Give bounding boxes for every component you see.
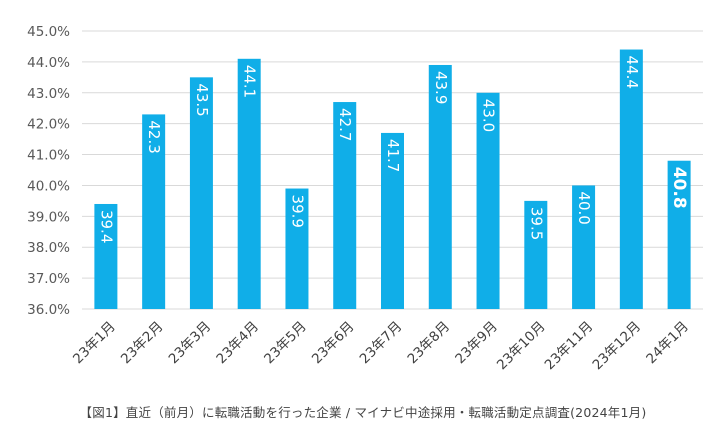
x-tick-label: 23年5月: [261, 319, 310, 368]
x-tick-label: 23年7月: [357, 319, 406, 368]
y-tick-label: 40.0%: [27, 178, 70, 194]
data-label: 44.4: [623, 56, 641, 89]
data-label: 40.0: [575, 191, 593, 224]
x-tick-label: 23年10月: [494, 319, 549, 374]
bar: [285, 188, 309, 309]
bar: [524, 200, 548, 309]
bar: [476, 92, 500, 310]
x-tick-label: 24年1月: [643, 319, 692, 368]
data-label: 43.0: [480, 99, 498, 132]
y-tick-label: 44.0%: [27, 55, 70, 71]
figure-caption: 【図1】直近（前月）に転職活動を行った企業 / マイナビ中途採用・転職活動定点調…: [79, 405, 647, 420]
data-label: 42.7: [336, 108, 354, 141]
x-tick-label: 23年11月: [542, 319, 597, 374]
data-label: 40.8: [669, 167, 689, 209]
bar: [667, 160, 691, 309]
bar: [94, 203, 118, 309]
y-tick-label: 39.0%: [27, 209, 70, 225]
x-tick-label: 23年3月: [166, 319, 215, 368]
x-tick-label: 23年1月: [70, 319, 119, 368]
y-tick-label: 43.0%: [27, 86, 70, 102]
y-tick-label: 42.0%: [27, 117, 70, 133]
x-axis-ticks: 23年1月 23年2月 23年3月 23年4月 23年5月 23年6月 23年7月 23年8月…: [70, 319, 692, 374]
data-label: 43.9: [432, 71, 450, 104]
bar: [189, 77, 213, 309]
data-label: 39.4: [97, 210, 115, 243]
x-tick-label: 23年4月: [213, 319, 262, 368]
bar: [428, 64, 452, 309]
bar: [572, 185, 596, 309]
data-label: 42.3: [145, 120, 163, 153]
bar: [237, 58, 261, 309]
y-tick-label: 38.0%: [27, 240, 70, 256]
y-axis-ticks: 36.0% 37.0% 38.0% 39.0% 40.0% 41.0% 42.0% 43.0%…: [27, 24, 70, 318]
bar: [333, 102, 357, 310]
data-labels: 39.4 42.3 43.5 44.1 39.9 42.7 41.7 43.9 43.0 39.5…: [97, 56, 689, 244]
data-label: 39.5: [527, 207, 545, 240]
y-tick-label: 41.0%: [27, 148, 70, 164]
y-tick-label: 37.0%: [27, 271, 70, 287]
y-tick-label: 36.0%: [27, 302, 70, 318]
data-label: 44.1: [241, 65, 259, 98]
data-label: 41.7: [384, 139, 402, 172]
bar: [619, 49, 643, 310]
x-tick-label: 23年6月: [309, 319, 358, 368]
data-label: 39.9: [288, 195, 306, 228]
bar: [142, 114, 166, 310]
y-tick-label: 45.0%: [27, 24, 70, 40]
bars: [94, 49, 691, 310]
bar: [381, 132, 404, 309]
x-tick-label: 23年8月: [404, 319, 453, 368]
x-tick-label: 23年2月: [118, 319, 167, 368]
data-label: 43.5: [193, 83, 211, 116]
x-tick-label: 23年12月: [589, 319, 644, 374]
x-tick-label: 23年9月: [452, 319, 501, 368]
